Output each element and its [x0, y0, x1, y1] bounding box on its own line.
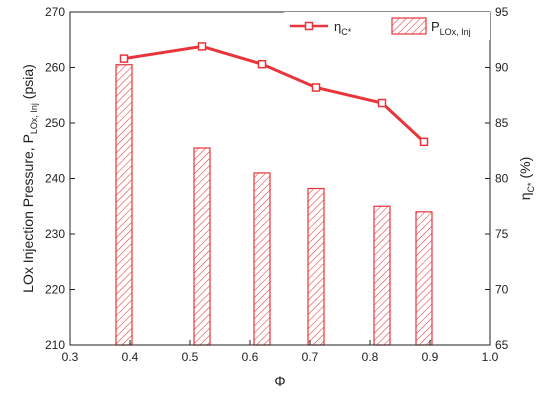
right-y-tick-label: 75: [495, 227, 509, 241]
left-y-tick-label: 270: [45, 5, 65, 19]
left-y-tick-label: 250: [45, 116, 65, 130]
line-point: [311, 83, 321, 92]
right-axis-title: ηC* (%): [517, 157, 536, 200]
left-y-tick-label: 220: [45, 283, 65, 297]
left-axis-title: LOx Injection Pressure, PLOx, Inj (psia): [20, 64, 39, 293]
right-y-tick-label: 70: [495, 283, 509, 297]
line-point: [119, 54, 129, 63]
left-y-tick-label: 260: [45, 61, 65, 75]
right-y-tick-label: 65: [495, 338, 509, 352]
legend-bar-swatch: [391, 17, 427, 35]
axis-ticks: 0.3 0.4 0.5 0.6 0.7 0.8 0.9 1.0 210 220 230 240 250 2…: [45, 5, 509, 364]
line-point: [257, 59, 267, 69]
x-tick-label: 0.3: [62, 350, 79, 364]
left-y-tick-label: 230: [45, 227, 65, 241]
x-tick-label: 0.9: [422, 350, 439, 364]
bar: [373, 205, 391, 346]
x-tick-label: 0.6: [242, 350, 259, 364]
legend-line-marker: [304, 21, 314, 31]
bar: [307, 187, 325, 346]
x-tick-label: 0.8: [362, 350, 379, 364]
bar: [253, 172, 271, 346]
bar: [115, 64, 133, 346]
bar-series: [115, 64, 433, 346]
right-y-tick-label: 85: [495, 116, 509, 130]
right-y-tick-label: 90: [495, 61, 509, 75]
left-y-tick-label: 240: [45, 172, 65, 186]
x-tick-label: 1.0: [482, 350, 499, 364]
line-series: [119, 42, 429, 147]
legend-line-label: ηC*: [334, 19, 352, 37]
x-tick-label: 0.7: [302, 350, 319, 364]
legend: ηC* PLOx, Inj: [284, 12, 490, 40]
bar: [193, 147, 211, 346]
left-y-tick-label: 210: [45, 338, 65, 352]
right-y-tick-label: 95: [495, 5, 509, 19]
x-tick-label: 0.4: [122, 350, 139, 364]
right-y-tick-label: 80: [495, 172, 509, 186]
line-point: [419, 137, 429, 147]
x-axis-title: Φ: [274, 373, 285, 389]
line-point: [197, 42, 207, 51]
legend-bar-label: PLOx, Inj: [431, 19, 471, 37]
bar: [415, 211, 433, 346]
series-line: [123, 44, 426, 143]
line-point: [377, 98, 387, 108]
x-tick-label: 0.5: [182, 350, 199, 364]
